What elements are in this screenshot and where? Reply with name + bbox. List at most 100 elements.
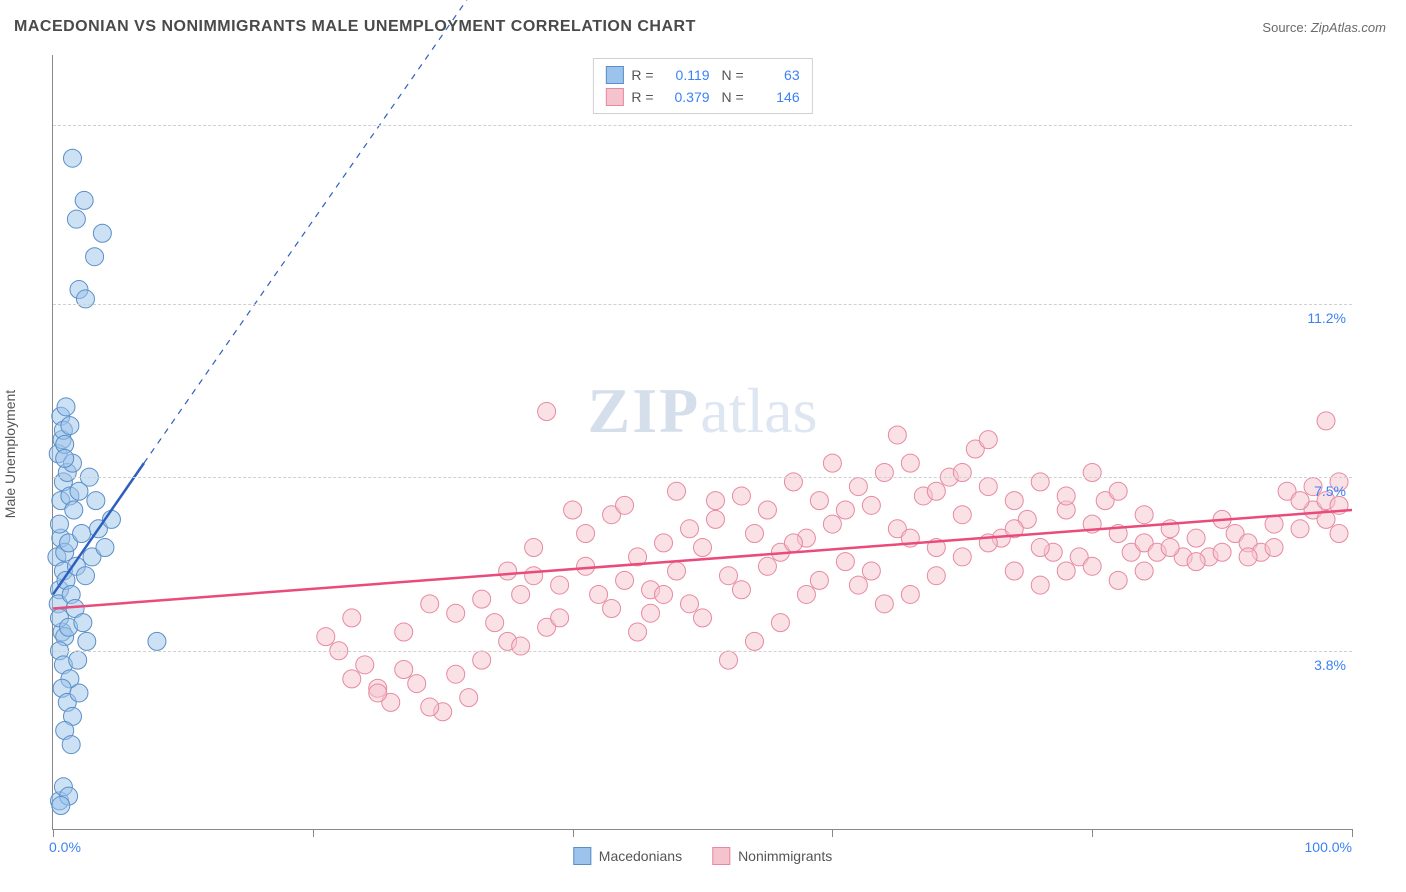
y-tick-label: 7.5% (1314, 483, 1346, 499)
scatter-point-macedonians (62, 736, 80, 754)
scatter-point-macedonians (74, 614, 92, 632)
scatter-point-nonimmigrants (862, 562, 880, 580)
scatter-point-nonimmigrants (1265, 539, 1283, 557)
scatter-point-nonimmigrants (836, 501, 854, 519)
scatter-point-nonimmigrants (694, 539, 712, 557)
scatter-point-nonimmigrants (745, 524, 763, 542)
scatter-point-nonimmigrants (1265, 515, 1283, 533)
scatter-point-nonimmigrants (499, 562, 517, 580)
scatter-point-nonimmigrants (668, 482, 686, 500)
scatter-point-macedonians (148, 632, 166, 650)
scatter-point-nonimmigrants (551, 609, 569, 627)
scatter-point-nonimmigrants (447, 665, 465, 683)
scatter-point-nonimmigrants (616, 496, 634, 514)
scatter-point-macedonians (56, 449, 74, 467)
scatter-point-nonimmigrants (642, 604, 660, 622)
y-tick-label: 3.8% (1314, 657, 1346, 673)
scatter-point-nonimmigrants (823, 515, 841, 533)
scatter-point-nonimmigrants (590, 585, 608, 603)
scatter-point-nonimmigrants (1083, 463, 1101, 481)
scatter-point-nonimmigrants (771, 614, 789, 632)
scatter-point-nonimmigrants (577, 557, 595, 575)
scatter-point-nonimmigrants (797, 585, 815, 603)
scatter-point-nonimmigrants (408, 675, 426, 693)
x-tick-label: 0.0% (49, 839, 81, 855)
scatter-point-nonimmigrants (810, 492, 828, 510)
scatter-point-macedonians (61, 417, 79, 435)
scatter-point-nonimmigrants (953, 463, 971, 481)
scatter-point-nonimmigrants (1031, 473, 1049, 491)
scatter-point-nonimmigrants (668, 562, 686, 580)
scatter-point-nonimmigrants (979, 478, 997, 496)
chart-svg (53, 55, 1352, 829)
scatter-point-nonimmigrants (694, 609, 712, 627)
legend-bottom: Macedonians Nonimmigrants (573, 847, 832, 865)
scatter-point-nonimmigrants (810, 571, 828, 589)
scatter-point-nonimmigrants (564, 501, 582, 519)
scatter-point-nonimmigrants (343, 670, 361, 688)
source-attribution: Source: ZipAtlas.com (1262, 20, 1386, 35)
scatter-point-nonimmigrants (849, 576, 867, 594)
scatter-point-nonimmigrants (927, 482, 945, 500)
scatter-point-nonimmigrants (356, 656, 374, 674)
trend-line-dash-macedonians (144, 0, 625, 463)
source-value: ZipAtlas.com (1311, 20, 1386, 35)
scatter-point-nonimmigrants (1031, 576, 1049, 594)
scatter-point-macedonians (76, 567, 94, 585)
scatter-point-nonimmigrants (1291, 492, 1309, 510)
plot-area: ZIPatlas R = 0.119 N = 63 R = 0.379 N = … (52, 55, 1352, 830)
scatter-point-nonimmigrants (1057, 487, 1075, 505)
scatter-point-macedonians (57, 398, 75, 416)
scatter-point-nonimmigrants (395, 623, 413, 641)
scatter-point-nonimmigrants (732, 487, 750, 505)
scatter-point-macedonians (93, 224, 111, 242)
scatter-point-macedonians (50, 515, 68, 533)
scatter-point-nonimmigrants (512, 637, 530, 655)
scatter-point-nonimmigrants (369, 684, 387, 702)
scatter-point-nonimmigrants (836, 553, 854, 571)
scatter-point-macedonians (73, 524, 91, 542)
scatter-point-nonimmigrants (1057, 562, 1075, 580)
scatter-point-nonimmigrants (1083, 557, 1101, 575)
y-axis-label: Male Unemployment (2, 390, 18, 518)
scatter-point-nonimmigrants (784, 534, 802, 552)
scatter-point-nonimmigrants (447, 604, 465, 622)
scatter-point-macedonians (52, 797, 70, 815)
scatter-point-nonimmigrants (681, 595, 699, 613)
scatter-point-nonimmigrants (473, 651, 491, 669)
scatter-point-nonimmigrants (538, 403, 556, 421)
scatter-point-nonimmigrants (1005, 562, 1023, 580)
scatter-point-nonimmigrants (901, 454, 919, 472)
scatter-point-nonimmigrants (719, 651, 737, 669)
legend-item-nonimmigrants: Nonimmigrants (712, 847, 832, 865)
scatter-point-nonimmigrants (1239, 548, 1257, 566)
scatter-point-nonimmigrants (1109, 571, 1127, 589)
scatter-point-nonimmigrants (629, 623, 647, 641)
scatter-point-nonimmigrants (395, 661, 413, 679)
scatter-point-nonimmigrants (732, 581, 750, 599)
scatter-point-macedonians (86, 248, 104, 266)
scatter-point-nonimmigrants (823, 454, 841, 472)
scatter-point-macedonians (69, 651, 87, 669)
legend-label-macedonians: Macedonians (599, 848, 682, 864)
scatter-point-nonimmigrants (1109, 482, 1127, 500)
scatter-point-nonimmigrants (1213, 543, 1231, 561)
legend-label-nonimmigrants: Nonimmigrants (738, 848, 832, 864)
scatter-point-nonimmigrants (745, 632, 763, 650)
x-tick-label: 100.0% (1305, 839, 1352, 855)
source-label: Source: (1262, 20, 1307, 35)
scatter-point-nonimmigrants (1291, 520, 1309, 538)
scatter-point-nonimmigrants (473, 590, 491, 608)
scatter-point-nonimmigrants (1031, 539, 1049, 557)
scatter-point-macedonians (65, 501, 83, 519)
scatter-point-nonimmigrants (655, 585, 673, 603)
chart-title: MACEDONIAN VS NONIMMIGRANTS MALE UNEMPLO… (14, 18, 696, 36)
scatter-point-nonimmigrants (551, 576, 569, 594)
y-tick-label: 11.2% (1307, 310, 1346, 326)
scatter-point-nonimmigrants (421, 698, 439, 716)
chart-container: MACEDONIAN VS NONIMMIGRANTS MALE UNEMPLO… (0, 0, 1406, 892)
legend-item-macedonians: Macedonians (573, 847, 682, 865)
legend-swatch-macedonians (573, 847, 591, 865)
header-row: MACEDONIAN VS NONIMMIGRANTS MALE UNEMPLO… (14, 18, 1386, 36)
legend-swatch-nonimmigrants (712, 847, 730, 865)
